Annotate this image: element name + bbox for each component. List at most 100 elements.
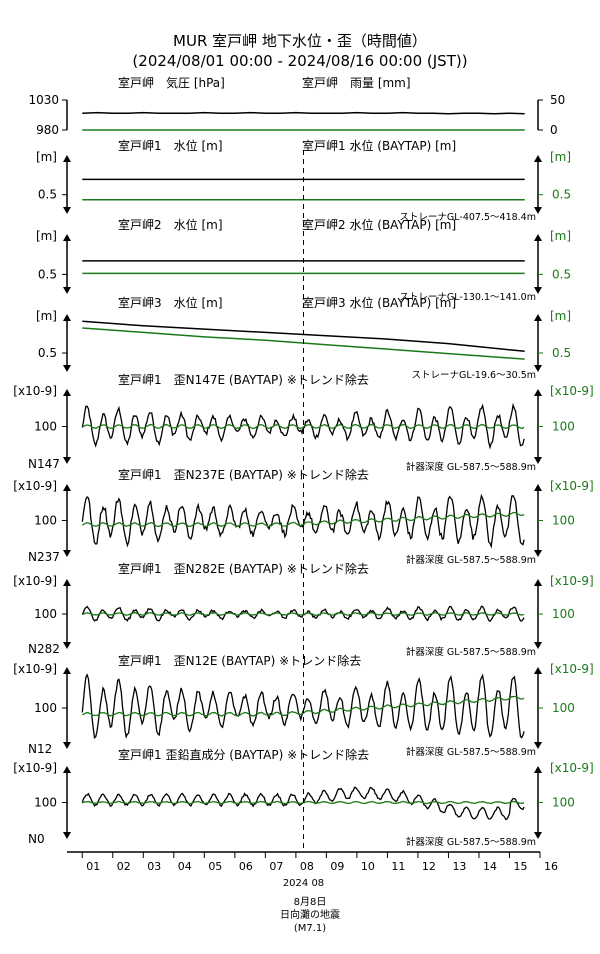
x-year-month-label: 2024 08 <box>283 878 324 889</box>
panel-9: 室戸岬1 歪鉛直成分 (BAYTAP) ※トレンド除去 [x10-9] [x10-9… <box>13 747 593 848</box>
x-tick-label: 15 <box>513 860 527 873</box>
left-axis-arrow-down <box>63 642 71 649</box>
panel-right-title: 室戸岬3 水位 (BAYTAP) [m] <box>302 295 456 310</box>
right-tick-label: 100 <box>552 514 575 528</box>
panel-1: 室戸岬 気圧 [hPa] 室戸岬 雨量 [mm] 1030 980 50 0 <box>28 75 565 137</box>
sensor-label: N0 <box>28 832 45 846</box>
left-axis-arrow-down <box>63 287 71 294</box>
series-line-primary <box>82 111 525 115</box>
left-tick-label: 0.5 <box>38 346 57 360</box>
x-tick-label: 10 <box>361 860 375 873</box>
series-line-primary <box>81 493 525 549</box>
right-axis-arrow-down <box>534 365 542 372</box>
right-axis-arrow-down <box>534 207 542 214</box>
panel-note: 計器深度 GL-587.5～588.9m <box>406 746 536 758</box>
x-tick-label: 06 <box>239 860 253 873</box>
panel-note: ストレーナGL-19.6～30.5m <box>412 370 536 381</box>
x-tick-label: 09 <box>330 860 344 873</box>
panel-7: 室戸岬1 歪N282E (BAYTAP) ※トレンド除去 [x10-9] [x10-… <box>13 561 593 658</box>
right-tick-label: 0.5 <box>552 267 571 281</box>
x-tick-label: 12 <box>422 860 436 873</box>
left-unit-label: [m] <box>36 309 57 323</box>
left-tick-label: 100 <box>34 420 57 434</box>
right-axis-arrow-up <box>534 155 542 162</box>
x-tick-label: 14 <box>483 860 497 873</box>
right-unit-label: [x10-9] <box>550 384 594 398</box>
right-unit-label: [x10-9] <box>550 574 594 588</box>
series-line-secondary <box>81 695 525 717</box>
event-date-label: 8月8日 <box>294 896 327 908</box>
series-line-secondary <box>81 511 525 528</box>
panel-left-title: 室戸岬1 歪N12E (BAYTAP) ※トレンド除去 <box>118 653 361 668</box>
x-tick-label: 02 <box>117 860 131 873</box>
left-axis-arrow-up <box>63 579 71 586</box>
sensor-label: N147 <box>28 457 60 471</box>
right-axis-arrow-up <box>534 484 542 491</box>
series-line-secondary <box>82 327 525 360</box>
chart-title: MUR 室戸岬 地下水位・歪（時間値） <box>173 32 427 50</box>
left-unit-label: [x10-9] <box>13 574 57 588</box>
panel-6: 室戸岬1 歪N237E (BAYTAP) ※トレンド除去 [x10-9] [x10-… <box>13 467 593 566</box>
left-axis-arrow-up <box>63 155 71 162</box>
left-axis-arrow-up <box>63 484 71 491</box>
panel-3: 室戸岬2 水位 [m] 室戸岬2 水位 (BAYTAP) [m] [m] [m] 0.5… <box>36 217 571 303</box>
right-axis-arrow-down <box>534 457 542 464</box>
right-unit-label: [x10-9] <box>550 761 594 775</box>
x-tick-label: 03 <box>147 860 161 873</box>
left-axis-arrow-down <box>63 832 71 839</box>
panel-left-title: 室戸岬1 歪N282E (BAYTAP) ※トレンド除去 <box>118 561 369 576</box>
left-tick-label: 1030 <box>28 93 59 107</box>
left-tick-label: 0.5 <box>38 188 57 202</box>
right-axis-arrow-up <box>534 579 542 586</box>
left-tick-label: 100 <box>34 607 57 621</box>
x-tick-label: 08 <box>300 860 314 873</box>
panel-left-title: 室戸岬2 水位 [m] <box>118 217 223 232</box>
right-tick-label: 100 <box>552 796 575 810</box>
panel-left-title: 室戸岬1 歪N237E (BAYTAP) ※トレンド除去 <box>118 467 369 482</box>
right-axis-arrow-up <box>534 389 542 396</box>
right-unit-label: [m] <box>550 309 571 323</box>
panel-left-title: 室戸岬 気圧 [hPa] <box>118 75 225 90</box>
chart-subtitle: (2024/08/01 00:00 - 2024/08/16 00:00 (JS… <box>132 52 467 70</box>
panel-right-title: 室戸岬 雨量 [mm] <box>302 75 411 90</box>
left-tick-label: 100 <box>34 796 57 810</box>
left-tick-label: 980 <box>36 123 59 137</box>
event-magnitude-label: (M7.1) <box>294 923 326 934</box>
panel-note: ストレーナGL-407.5～418.4m <box>399 212 536 223</box>
left-axis-arrow-up <box>63 389 71 396</box>
left-axis-arrow-down <box>63 457 71 464</box>
right-axis-arrow-down <box>534 832 542 839</box>
left-unit-label: [x10-9] <box>13 479 57 493</box>
panel-note: 計器深度 GL-587.5～588.9m <box>406 554 536 566</box>
left-unit-label: [m] <box>36 229 57 243</box>
x-tick-label: 13 <box>452 860 466 873</box>
right-axis-arrow-up <box>534 314 542 321</box>
series-line-secondary <box>81 423 525 430</box>
left-axis-arrow-down <box>63 742 71 749</box>
right-axis-arrow-up <box>534 667 542 674</box>
panel-note: 計器深度 GL-587.5～588.9m <box>406 836 536 848</box>
left-axis-arrow-up <box>63 766 71 773</box>
left-axis-arrow-down <box>63 365 71 372</box>
panel-left-title: 室戸岬1 歪N147E (BAYTAP) ※トレンド除去 <box>118 372 369 387</box>
event-name-label: 日向灘の地震 <box>280 908 340 921</box>
panel-left-title: 室戸岬1 水位 [m] <box>118 138 223 153</box>
x-axis: 01 02 03 04 05 06 07 08 09 10 11 12 13 14 15 16 2024 08 <box>67 851 558 889</box>
left-tick-label: 100 <box>34 701 57 715</box>
x-tick-label: 16 <box>544 860 558 873</box>
left-axis-arrow-up <box>63 667 71 674</box>
panel-4: 室戸岬3 水位 [m] 室戸岬3 水位 (BAYTAP) [m] [m] [m] 0.5… <box>36 295 571 381</box>
left-tick-label: 0.5 <box>38 267 57 281</box>
x-tick-label: 11 <box>391 860 405 873</box>
panel-right-title: 室戸岬1 水位 (BAYTAP) [m] <box>302 138 456 153</box>
series-line-secondary <box>82 612 525 616</box>
right-tick-label: 100 <box>552 420 575 434</box>
left-axis-arrow-down <box>63 550 71 557</box>
sensor-label: N12 <box>28 742 52 756</box>
right-tick-label: 100 <box>552 701 575 715</box>
panel-note: 計器深度 GL-587.5～588.9m <box>406 461 536 473</box>
right-axis-arrow-down <box>534 742 542 749</box>
left-axis-arrow-up <box>63 314 71 321</box>
panel-5: 室戸岬1 歪N147E (BAYTAP) ※トレンド除去 [x10-9] [x10-… <box>13 372 593 473</box>
